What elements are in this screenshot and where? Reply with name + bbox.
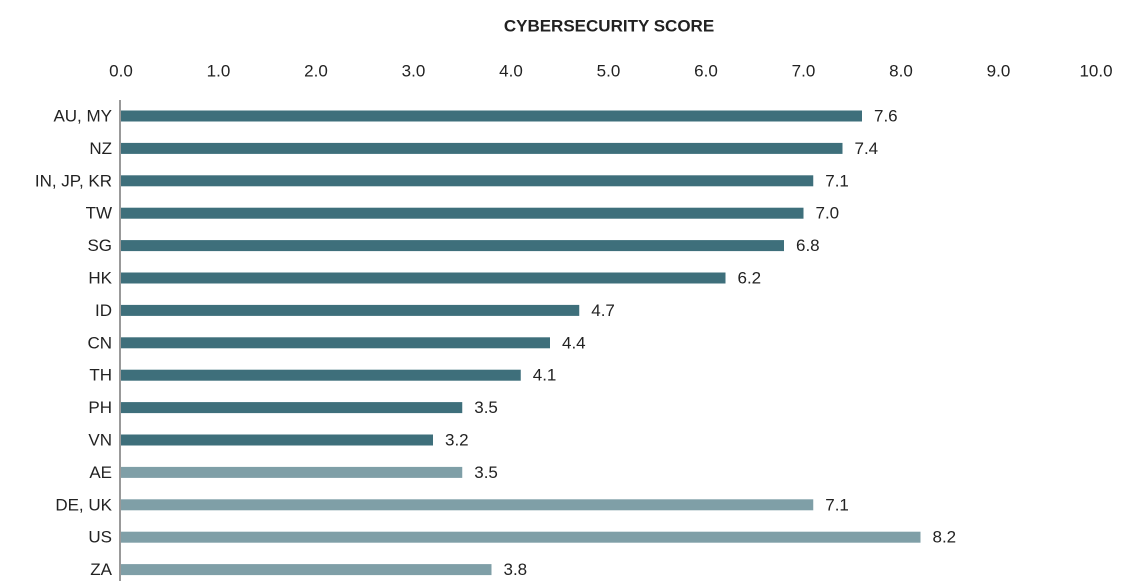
- x-tick-label: 7.0: [792, 61, 816, 80]
- bar: [121, 207, 804, 219]
- y-tick-label: AE: [89, 463, 112, 482]
- data-label: 4.7: [591, 301, 615, 320]
- bar: [121, 337, 550, 349]
- x-tick-label: 0.0: [109, 61, 133, 80]
- bar: [121, 142, 843, 154]
- x-tick-label: 9.0: [987, 61, 1011, 80]
- data-label: 6.2: [738, 268, 762, 287]
- bar: [121, 434, 433, 446]
- bar: [121, 272, 726, 284]
- x-tick-label: 4.0: [499, 61, 523, 80]
- y-tick-label: DE, UK: [55, 495, 112, 514]
- y-tick-label: SG: [87, 236, 112, 255]
- bar: [121, 564, 492, 576]
- y-tick-label: NZ: [89, 139, 112, 158]
- y-tick-label: IN, JP, KR: [35, 171, 112, 190]
- x-tick-label: 3.0: [402, 61, 426, 80]
- y-tick-label: AU, MY: [53, 106, 112, 125]
- data-label: 7.0: [816, 204, 840, 223]
- y-tick-label: VN: [88, 430, 112, 449]
- y-tick-label: US: [88, 528, 112, 547]
- bar: [121, 531, 921, 543]
- y-tick-label: ID: [95, 301, 112, 320]
- x-tick-label: 10.0: [1079, 61, 1112, 80]
- data-label: 8.2: [933, 528, 957, 547]
- x-tick-label: 1.0: [207, 61, 231, 80]
- y-tick-label: CN: [87, 333, 112, 352]
- x-tick-label: 8.0: [889, 61, 913, 80]
- bar: [121, 402, 463, 414]
- data-label: 7.6: [874, 106, 898, 125]
- y-tick-label: TH: [89, 366, 112, 385]
- data-label: 7.1: [825, 171, 849, 190]
- data-label: 3.5: [474, 463, 498, 482]
- y-tick-label: TW: [86, 204, 112, 223]
- y-tick-label: PH: [88, 398, 112, 417]
- x-tick-label: 5.0: [597, 61, 621, 80]
- bar: [121, 304, 580, 316]
- data-label: 4.1: [533, 366, 557, 385]
- bar: [121, 499, 814, 511]
- data-label: 3.8: [504, 560, 528, 579]
- y-tick-label: ZA: [90, 560, 112, 579]
- bar: [121, 466, 463, 478]
- data-label: 7.1: [825, 495, 849, 514]
- x-tick-label: 6.0: [694, 61, 718, 80]
- bar: [121, 369, 521, 381]
- data-label: 3.5: [474, 398, 498, 417]
- data-label: 7.4: [855, 139, 879, 158]
- x-tick-label: 2.0: [304, 61, 328, 80]
- data-label: 6.8: [796, 236, 820, 255]
- data-label: 4.4: [562, 333, 586, 352]
- y-tick-label: HK: [88, 268, 112, 287]
- bar: [121, 240, 784, 252]
- data-label: 3.2: [445, 430, 469, 449]
- bar: [121, 110, 862, 122]
- bar: [121, 175, 814, 187]
- chart-title: CYBERSECURITY SCORE: [504, 16, 714, 35]
